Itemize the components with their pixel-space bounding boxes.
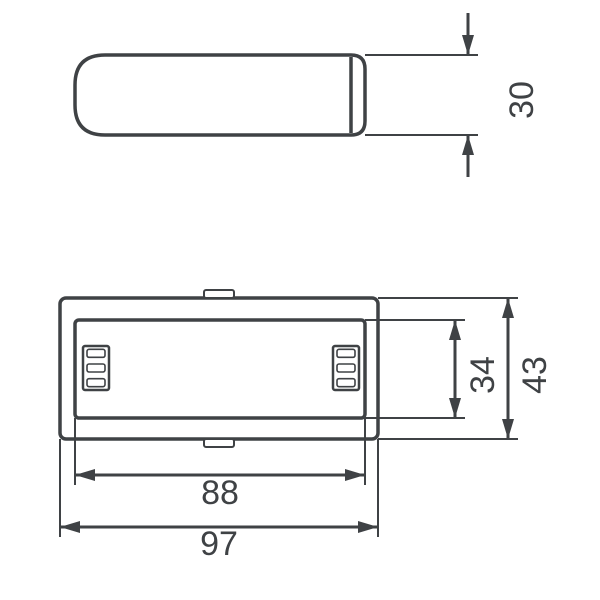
connector-right-pin [337, 364, 355, 372]
connector-right-pin [337, 379, 355, 387]
clip-top [204, 290, 234, 298]
top-view-outline [75, 55, 365, 135]
connector-left-pin [87, 364, 105, 372]
bottom-inner [75, 320, 365, 418]
dim-34-value: 34 [464, 356, 502, 394]
dim-43-value: 43 [516, 356, 554, 394]
dim-97-value: 97 [200, 525, 238, 563]
clip-bottom [204, 439, 234, 447]
connector-left-pin [87, 349, 105, 357]
dim-88-value: 88 [201, 474, 239, 512]
connector-right-pin [337, 349, 355, 357]
connector-left-pin [87, 379, 105, 387]
dim-30-value: 30 [503, 81, 541, 119]
